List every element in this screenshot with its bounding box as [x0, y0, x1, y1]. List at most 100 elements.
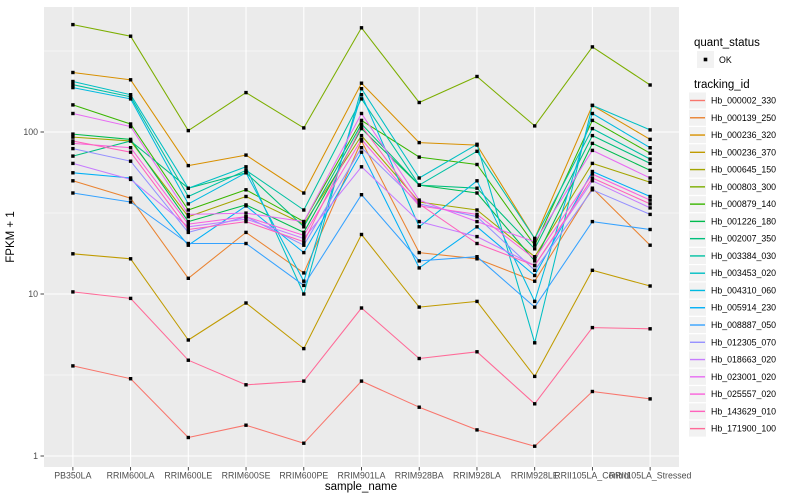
data-point: [417, 200, 421, 204]
data-point: [475, 179, 479, 183]
data-point: [302, 283, 306, 288]
data-point: [359, 232, 364, 237]
data-point: [590, 118, 595, 123]
data-point: [71, 141, 75, 146]
x-tick-label: RRIM928LA: [453, 471, 501, 481]
x-tick-label: RRIM901LA: [338, 471, 386, 481]
data-point: [302, 441, 306, 445]
data-point: [359, 146, 364, 150]
data-point: [128, 97, 133, 101]
data-point: [590, 148, 595, 153]
legend-tracking-keys: Hb_000002_330 Hb_000139_250 Hb_000236_320 H…: [689, 92, 776, 437]
data-point: [359, 306, 364, 310]
data-point: [128, 124, 133, 129]
data-points: [71, 22, 652, 448]
data-point: [533, 341, 537, 345]
legend-label-Hb_001226_180: Hb_001226_180: [711, 216, 776, 226]
data-point: [533, 259, 537, 263]
data-point: [128, 196, 133, 200]
data-point: [186, 202, 190, 206]
legend-label-Hb_000002_330: Hb_000002_330: [711, 96, 776, 106]
data-point: [128, 95, 133, 99]
data-point: [533, 257, 537, 261]
data-point: [475, 186, 479, 190]
data-point: [475, 299, 479, 304]
data-point: [128, 200, 133, 204]
data-point: [71, 70, 75, 75]
data-point: [186, 215, 190, 219]
data-point: [359, 111, 364, 116]
data-point: [302, 379, 306, 383]
data-point: [128, 377, 133, 381]
data-point: [533, 255, 537, 259]
data-point: [475, 257, 479, 261]
data-point: [186, 212, 190, 217]
data-point: [590, 188, 595, 192]
data-point: [302, 230, 306, 235]
y-tick-label: 1: [33, 451, 38, 461]
data-point: [128, 93, 133, 97]
legend-tracking-id-title: tracking_id: [694, 79, 750, 91]
data-point: [648, 83, 652, 87]
data-point: [359, 93, 364, 97]
data-point: [359, 81, 364, 85]
data-point: [417, 250, 421, 255]
data-point: [71, 139, 75, 143]
legend-label-Hb_000236_370: Hb_000236_370: [711, 147, 776, 157]
data-point: [186, 194, 190, 199]
data-point: [648, 397, 652, 401]
data-point: [128, 150, 133, 154]
data-point: [475, 350, 479, 354]
data-point: [244, 383, 248, 387]
data-point: [648, 284, 652, 288]
data-point: [417, 225, 421, 229]
data-point: [302, 279, 306, 283]
data-point: [533, 240, 537, 244]
data-point: [590, 219, 595, 224]
data-point: [71, 191, 75, 195]
x-axis-tick-labels: PB350LA RRIM600LA RRIM600LE RRIM600SE RRIM60…: [54, 471, 691, 481]
legend-label-Hb_005914_230: Hb_005914_230: [711, 303, 776, 313]
data-point: [186, 241, 190, 246]
data-point: [533, 374, 537, 379]
data-point: [475, 162, 479, 167]
data-point: [417, 202, 421, 206]
legend-label-Hb_000139_250: Hb_000139_250: [711, 113, 776, 123]
data-point: [186, 338, 190, 342]
data-point: [302, 271, 306, 275]
data-point: [533, 268, 537, 272]
data-point: [475, 208, 479, 212]
legend-quant-status-title: quant_status: [694, 37, 760, 49]
data-point: [533, 402, 537, 406]
data-point: [648, 146, 652, 150]
data-point: [302, 292, 306, 296]
data-point: [590, 172, 595, 176]
data-point: [244, 171, 248, 175]
data-point: [648, 202, 652, 206]
y-axis-title: FPKM + 1: [5, 211, 17, 262]
data-point: [533, 299, 537, 304]
data-point: [71, 290, 75, 294]
data-point: [302, 225, 306, 229]
data-point: [533, 444, 537, 448]
data-point: [302, 191, 306, 195]
data-point: [417, 259, 421, 263]
data-point: [590, 176, 595, 180]
data-point: [244, 153, 248, 157]
data-point: [359, 193, 364, 197]
data-point: [302, 346, 306, 351]
data-point: [244, 90, 248, 95]
data-point: [590, 45, 595, 49]
data-point: [244, 188, 248, 192]
data-point: [475, 255, 479, 259]
legend-label-Hb_025557_020: Hb_025557_020: [711, 389, 776, 399]
data-point: [590, 325, 595, 330]
x-tick-label: RRIM928LE: [511, 471, 559, 481]
data-point: [302, 222, 306, 226]
data-point: [475, 212, 479, 217]
legend-label-Hb_003453_020: Hb_003453_020: [711, 268, 776, 278]
x-axis-title: sample_name: [325, 481, 397, 493]
data-point: [417, 266, 421, 270]
